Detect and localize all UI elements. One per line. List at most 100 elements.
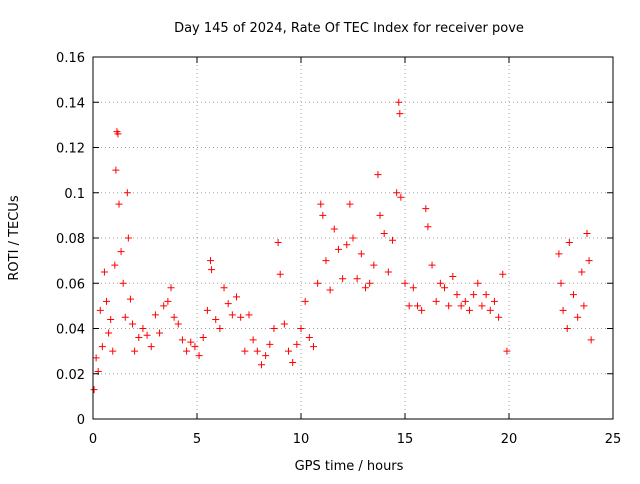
data-point bbox=[317, 200, 325, 208]
data-point bbox=[583, 229, 591, 237]
data-point bbox=[482, 291, 490, 299]
data-point bbox=[418, 306, 426, 314]
data-point bbox=[401, 279, 409, 287]
data-point bbox=[309, 343, 317, 351]
data-point bbox=[563, 325, 571, 332]
data-point bbox=[170, 313, 178, 321]
data-point bbox=[249, 336, 257, 344]
data-point bbox=[343, 241, 351, 249]
data-point bbox=[135, 334, 143, 342]
data-point bbox=[143, 331, 151, 339]
data-point bbox=[212, 315, 220, 323]
data-point bbox=[151, 311, 159, 319]
data-point bbox=[167, 284, 175, 292]
y-tick-label: 0 bbox=[77, 413, 85, 428]
data-point bbox=[224, 300, 232, 308]
data-point bbox=[339, 275, 347, 283]
data-point bbox=[114, 130, 122, 138]
data-point bbox=[237, 313, 245, 321]
data-point bbox=[216, 325, 224, 332]
data-point bbox=[207, 257, 215, 265]
data-point bbox=[557, 279, 565, 287]
data-point bbox=[587, 336, 595, 344]
data-point bbox=[270, 325, 278, 332]
data-point bbox=[470, 291, 478, 299]
data-point bbox=[555, 250, 563, 258]
data-point bbox=[397, 193, 405, 201]
x-tick-label: 25 bbox=[605, 432, 622, 447]
data-point bbox=[486, 306, 494, 314]
data-point bbox=[289, 358, 297, 366]
data-point bbox=[109, 347, 117, 355]
data-point bbox=[319, 211, 327, 219]
data-point bbox=[432, 297, 440, 305]
data-point bbox=[228, 311, 236, 319]
data-point bbox=[374, 171, 382, 179]
data-point bbox=[191, 343, 199, 351]
data-point bbox=[276, 270, 284, 278]
data-point bbox=[380, 229, 388, 237]
x-tick-label: 20 bbox=[501, 432, 518, 447]
data-point bbox=[490, 297, 498, 305]
chart-title: Day 145 of 2024, Rate Of TEC Index for r… bbox=[174, 21, 524, 36]
data-point bbox=[346, 200, 354, 208]
data-point bbox=[559, 306, 567, 314]
data-point bbox=[96, 306, 104, 314]
data-point bbox=[322, 257, 330, 265]
data-point bbox=[105, 329, 113, 337]
data-point bbox=[478, 302, 486, 310]
data-point bbox=[366, 279, 374, 287]
data-point bbox=[370, 261, 378, 269]
data-point bbox=[126, 295, 134, 303]
data-point bbox=[457, 302, 465, 310]
data-point bbox=[131, 347, 139, 355]
x-tick-label: 10 bbox=[293, 432, 310, 447]
data-point bbox=[199, 334, 207, 342]
data-point bbox=[428, 261, 436, 269]
data-point bbox=[119, 279, 127, 287]
data-point bbox=[376, 211, 384, 219]
data-point bbox=[123, 189, 131, 197]
data-point bbox=[183, 347, 191, 355]
data-point bbox=[156, 329, 164, 337]
data-point bbox=[441, 284, 449, 292]
axis-ticks: 0 5 10 15 20 25 0 0.02 0.04 0.06 0.08 0.1 0.12 0.14 0.… bbox=[56, 51, 621, 447]
data-point bbox=[103, 297, 111, 305]
data-point bbox=[424, 223, 432, 231]
data-point bbox=[92, 354, 100, 362]
data-point bbox=[274, 239, 282, 247]
data-point bbox=[187, 338, 195, 346]
data-point bbox=[326, 286, 334, 294]
x-tick-label: 0 bbox=[89, 432, 97, 447]
data-point bbox=[124, 234, 132, 242]
data-point bbox=[297, 325, 305, 332]
data-point bbox=[241, 347, 249, 355]
data-point bbox=[565, 239, 573, 247]
x-tick-label: 5 bbox=[193, 432, 201, 447]
data-point bbox=[503, 347, 511, 355]
data-point bbox=[353, 275, 361, 283]
x-tick-label: 15 bbox=[397, 432, 414, 447]
data-point bbox=[349, 234, 357, 242]
data-point bbox=[100, 268, 108, 276]
data-point bbox=[245, 311, 253, 319]
data-point bbox=[393, 189, 401, 197]
data-point bbox=[334, 245, 342, 253]
data-points bbox=[90, 98, 595, 394]
data-point bbox=[178, 336, 186, 344]
data-point bbox=[461, 297, 469, 305]
data-point bbox=[495, 313, 503, 321]
data-point bbox=[257, 361, 265, 369]
data-point bbox=[253, 347, 261, 355]
data-point bbox=[280, 320, 288, 328]
y-tick-label: 0.14 bbox=[56, 96, 85, 111]
data-point bbox=[574, 313, 582, 321]
data-point bbox=[117, 248, 125, 256]
data-point bbox=[233, 293, 241, 301]
y-tick-label: 0.1 bbox=[64, 187, 85, 202]
data-point bbox=[384, 268, 392, 276]
data-point bbox=[305, 334, 313, 342]
data-point bbox=[98, 343, 106, 351]
data-point bbox=[422, 205, 430, 213]
data-point bbox=[361, 284, 369, 292]
